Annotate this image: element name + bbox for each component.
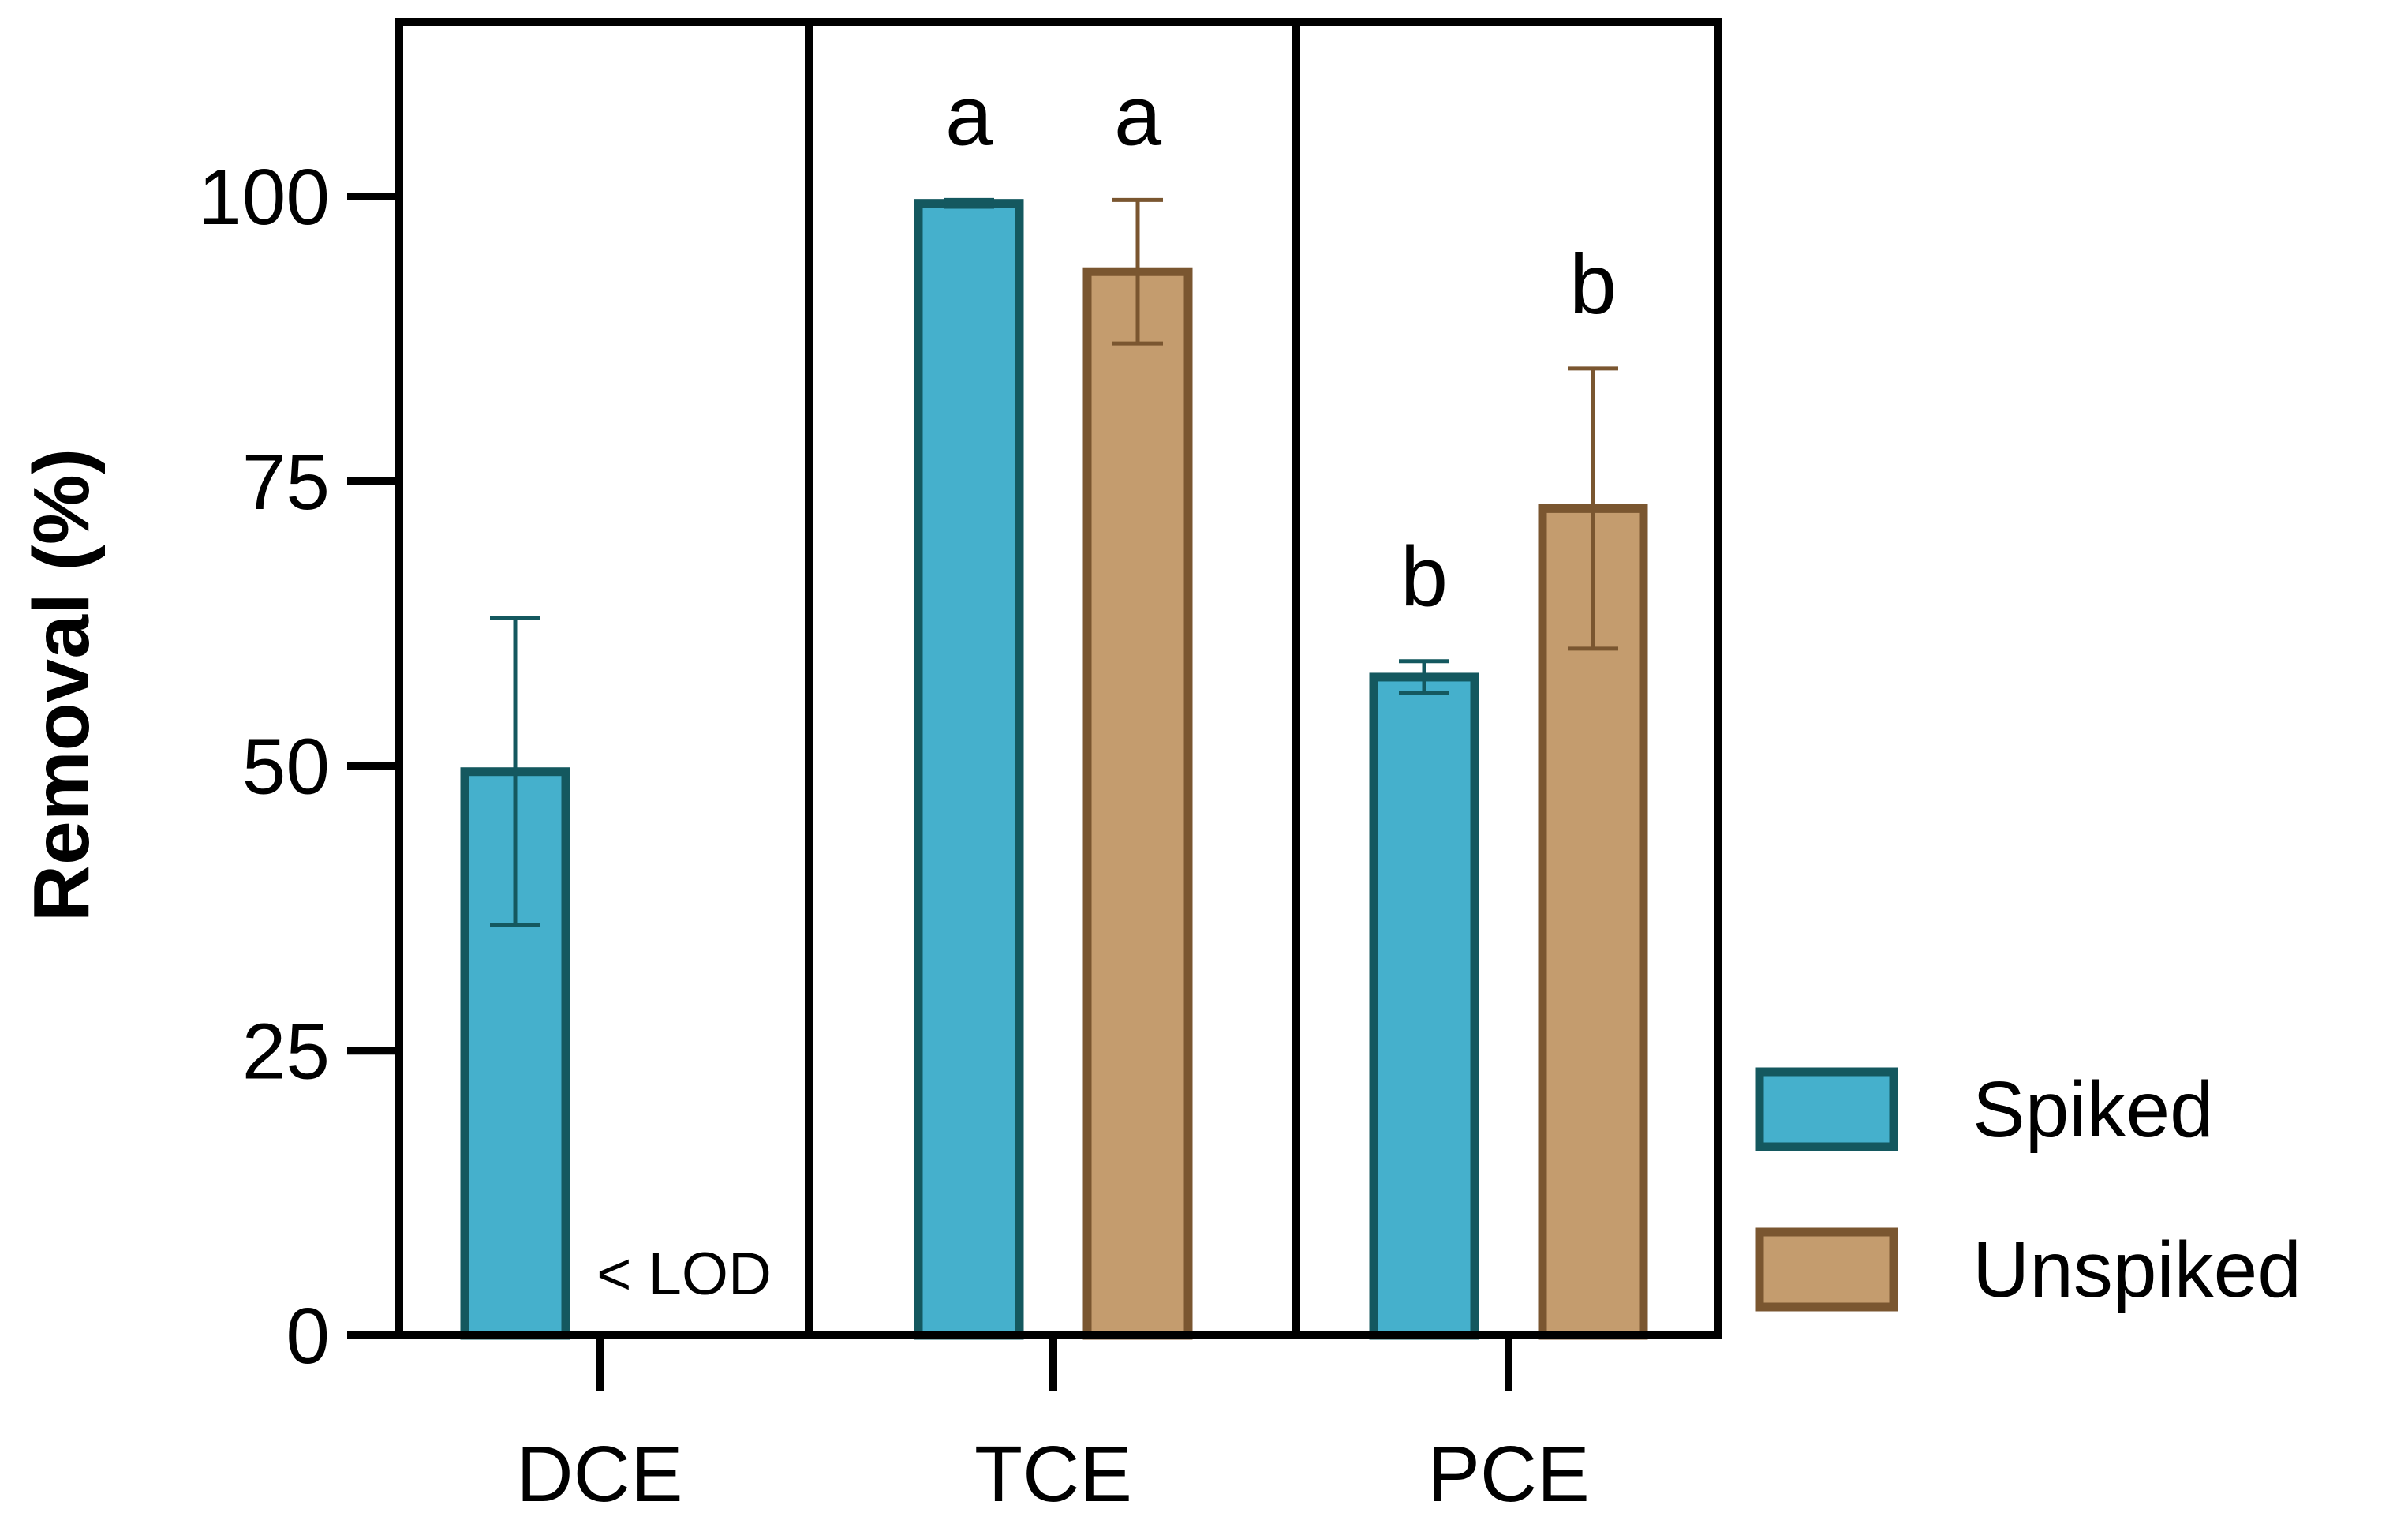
y-tick-label-50: 50 xyxy=(242,723,330,811)
error-bar-dce-spiked xyxy=(490,616,540,928)
plot-frame xyxy=(347,18,1722,1339)
bar-tce-unspiked xyxy=(1082,267,1193,1340)
legend: Spiked Unspiked xyxy=(1755,1065,2301,1314)
sig-letter-pce-spiked: b xyxy=(1400,529,1448,624)
y-tick-label-75: 75 xyxy=(242,438,330,526)
annotation-lod: < LOD xyxy=(596,1241,772,1308)
y-tick-label-0: 0 xyxy=(286,1292,330,1380)
legend-label-spiked: Spiked xyxy=(1972,1065,2214,1154)
x-tick-label-pce: PCE xyxy=(1427,1430,1590,1518)
legend-label-unspiked: Unspiked xyxy=(1972,1226,2301,1314)
y-tick-label-25: 25 xyxy=(242,1007,330,1095)
error-bar-tce-unspiked xyxy=(1112,197,1163,346)
y-tick-label-100: 100 xyxy=(198,153,330,242)
sig-letter-tce-spiked: a xyxy=(945,67,993,163)
error-bar-tce-spiked xyxy=(944,197,994,209)
legend-swatch-spiked xyxy=(1755,1067,1898,1151)
x-tick-label-tce: TCE xyxy=(974,1430,1132,1518)
error-bar-pce-spiked xyxy=(1399,659,1449,695)
y-axis-label: Removal (%) xyxy=(17,448,106,922)
bar-pce-spiked xyxy=(1369,672,1479,1340)
sig-letter-pce-unspiked: b xyxy=(1569,236,1617,331)
x-tick-label-dce: DCE xyxy=(516,1430,682,1518)
bar-tce-spiked xyxy=(914,199,1024,1340)
sig-letter-tce-unspiked: a xyxy=(1114,67,1162,163)
legend-swatch-unspiked xyxy=(1755,1227,1898,1312)
error-bar-pce-unspiked xyxy=(1568,366,1618,651)
